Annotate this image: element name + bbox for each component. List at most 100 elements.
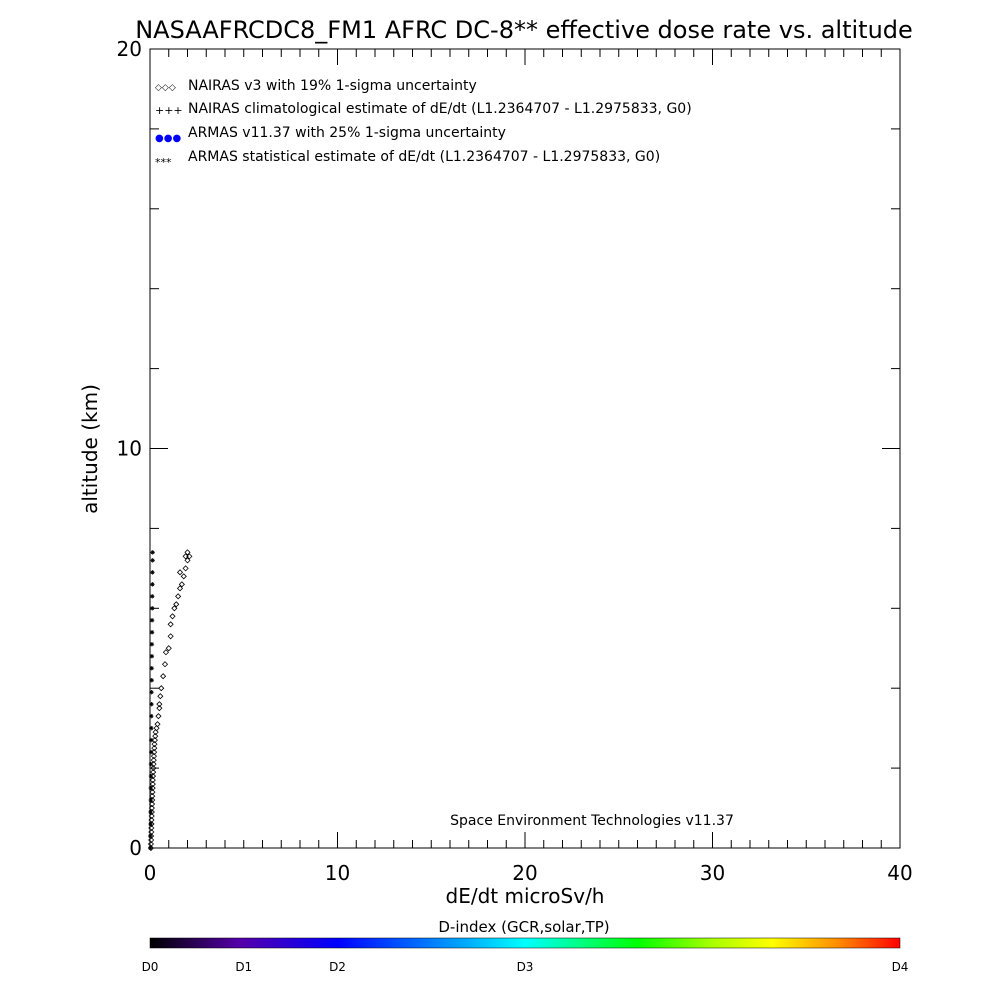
nairas-point [150,757,157,764]
x-axis-label: dE/dt microSv/h [446,884,605,908]
armas-point [150,606,155,611]
legend-symbol-nairas-v3: ◇◇◇ [155,83,176,93]
legend-symbol-armas-statistical: *** [155,156,172,169]
nairas-point [167,633,174,640]
armas-point [148,821,153,827]
nairas-point [176,585,184,592]
nairas-point [150,769,157,776]
legend-symbol-nairas-climatological: +++ [155,104,183,117]
nairas-point [176,569,184,576]
armas-point [148,737,154,743]
nairas-point [160,673,167,680]
nairas-point [153,725,160,732]
nairas-point [180,573,187,580]
armas-point [148,845,153,851]
armas-point [149,642,155,647]
nairas-point [152,729,159,736]
armas-point [150,582,155,587]
colorbar-label: D1 [235,960,252,974]
armas-point [149,666,154,671]
armas-point [150,550,155,555]
nairas-point [148,824,155,832]
legend-symbol-armas: ●●● [155,133,181,144]
nairas-point [151,741,158,748]
nairas-point [154,721,161,728]
x-tick-label: 30 [700,861,725,885]
armas-point [148,761,154,767]
nairas-point [171,605,178,612]
x-tick-label: 20 [512,861,537,885]
nairas-point [150,753,158,760]
armas-point [148,749,154,755]
armas-point [148,797,153,803]
nairas-point [156,705,163,712]
nairas-point [161,661,169,668]
armas-point [149,701,154,707]
legend-label-armas-statistical: ARMAS statistical estimate of dE/dt (L1.… [188,149,660,165]
nairas-point [169,613,176,620]
nairas-point [162,649,170,656]
armas-point [150,594,155,599]
nairas-point [175,593,182,600]
nairas-point [182,565,189,572]
armas-point [149,689,154,695]
y-tick-labels: 0 10 20 [117,37,142,860]
colorbar-label: D3 [517,960,534,974]
axis-ticks [149,48,901,849]
armas-point [148,785,153,791]
legend-label-armas: ARMAS v11.37 with 25% 1-sigma uncertaint… [188,125,506,141]
colorbar-title: D-index (GCR,solar,TP) [438,918,609,936]
chart-title: NASAAFRCDC8_FM1 AFRC DC-8** effective do… [135,16,913,44]
credit-annotation: Space Environment Technologies v11.37 [450,813,734,829]
y-tick-label: 10 [117,437,142,461]
nairas-point [184,557,191,564]
nairas-point [165,645,172,652]
y-tick-label: 20 [117,37,142,61]
nairas-point [148,800,156,808]
nairas-point [158,685,165,692]
nairas-point [151,737,158,744]
nairas-point [157,693,164,700]
nairas-point [149,781,156,788]
nairas-point [152,733,159,740]
nairas-point [151,745,158,752]
y-axis-label: altitude (km) [78,384,102,514]
nairas-point [178,581,185,588]
armas-point [148,773,154,779]
nairas-point [167,621,174,628]
armas-point [149,654,155,659]
armas-point [149,678,154,683]
nairas-point [156,701,163,708]
x-tick-labels: 0 10 20 30 40 [144,861,913,885]
nairas-point [147,840,155,848]
nairas-point [148,836,155,844]
x-tick-label: 10 [325,861,350,885]
colorbar-labels: D0 D1 D2 D3 D4 [142,960,909,974]
nairas-point [182,553,189,560]
x-tick-label: 40 [887,861,912,885]
colorbar-label: D4 [892,960,909,974]
armas-point [150,558,155,563]
legend-label-nairas-climatological: NAIRAS climatological estimate of dE/dt … [188,101,692,117]
nairas-point [148,812,155,820]
armas-point [149,713,154,719]
plot-frame [149,48,901,849]
nairas-point [150,765,157,772]
legend: ◇◇◇ NAIRAS v3 with 19% 1-sigma uncertain… [155,78,692,169]
colorbar [149,937,901,949]
x-tick-label: 0 [144,861,157,885]
armas-point [149,725,154,731]
colorbar-label: D0 [142,960,159,974]
nairas-point [173,601,180,608]
armas-point [148,833,153,839]
armas-point [150,570,155,575]
colorbar-label: D2 [329,960,346,974]
y-tick-label: 0 [129,836,142,860]
nairas-point [149,789,156,796]
nairas-point [155,713,162,720]
legend-label-nairas-v3: NAIRAS v3 with 19% 1-sigma uncertainty [188,78,477,94]
armas-point [149,630,155,635]
nairas-point [149,777,156,784]
armas-point [149,618,155,623]
